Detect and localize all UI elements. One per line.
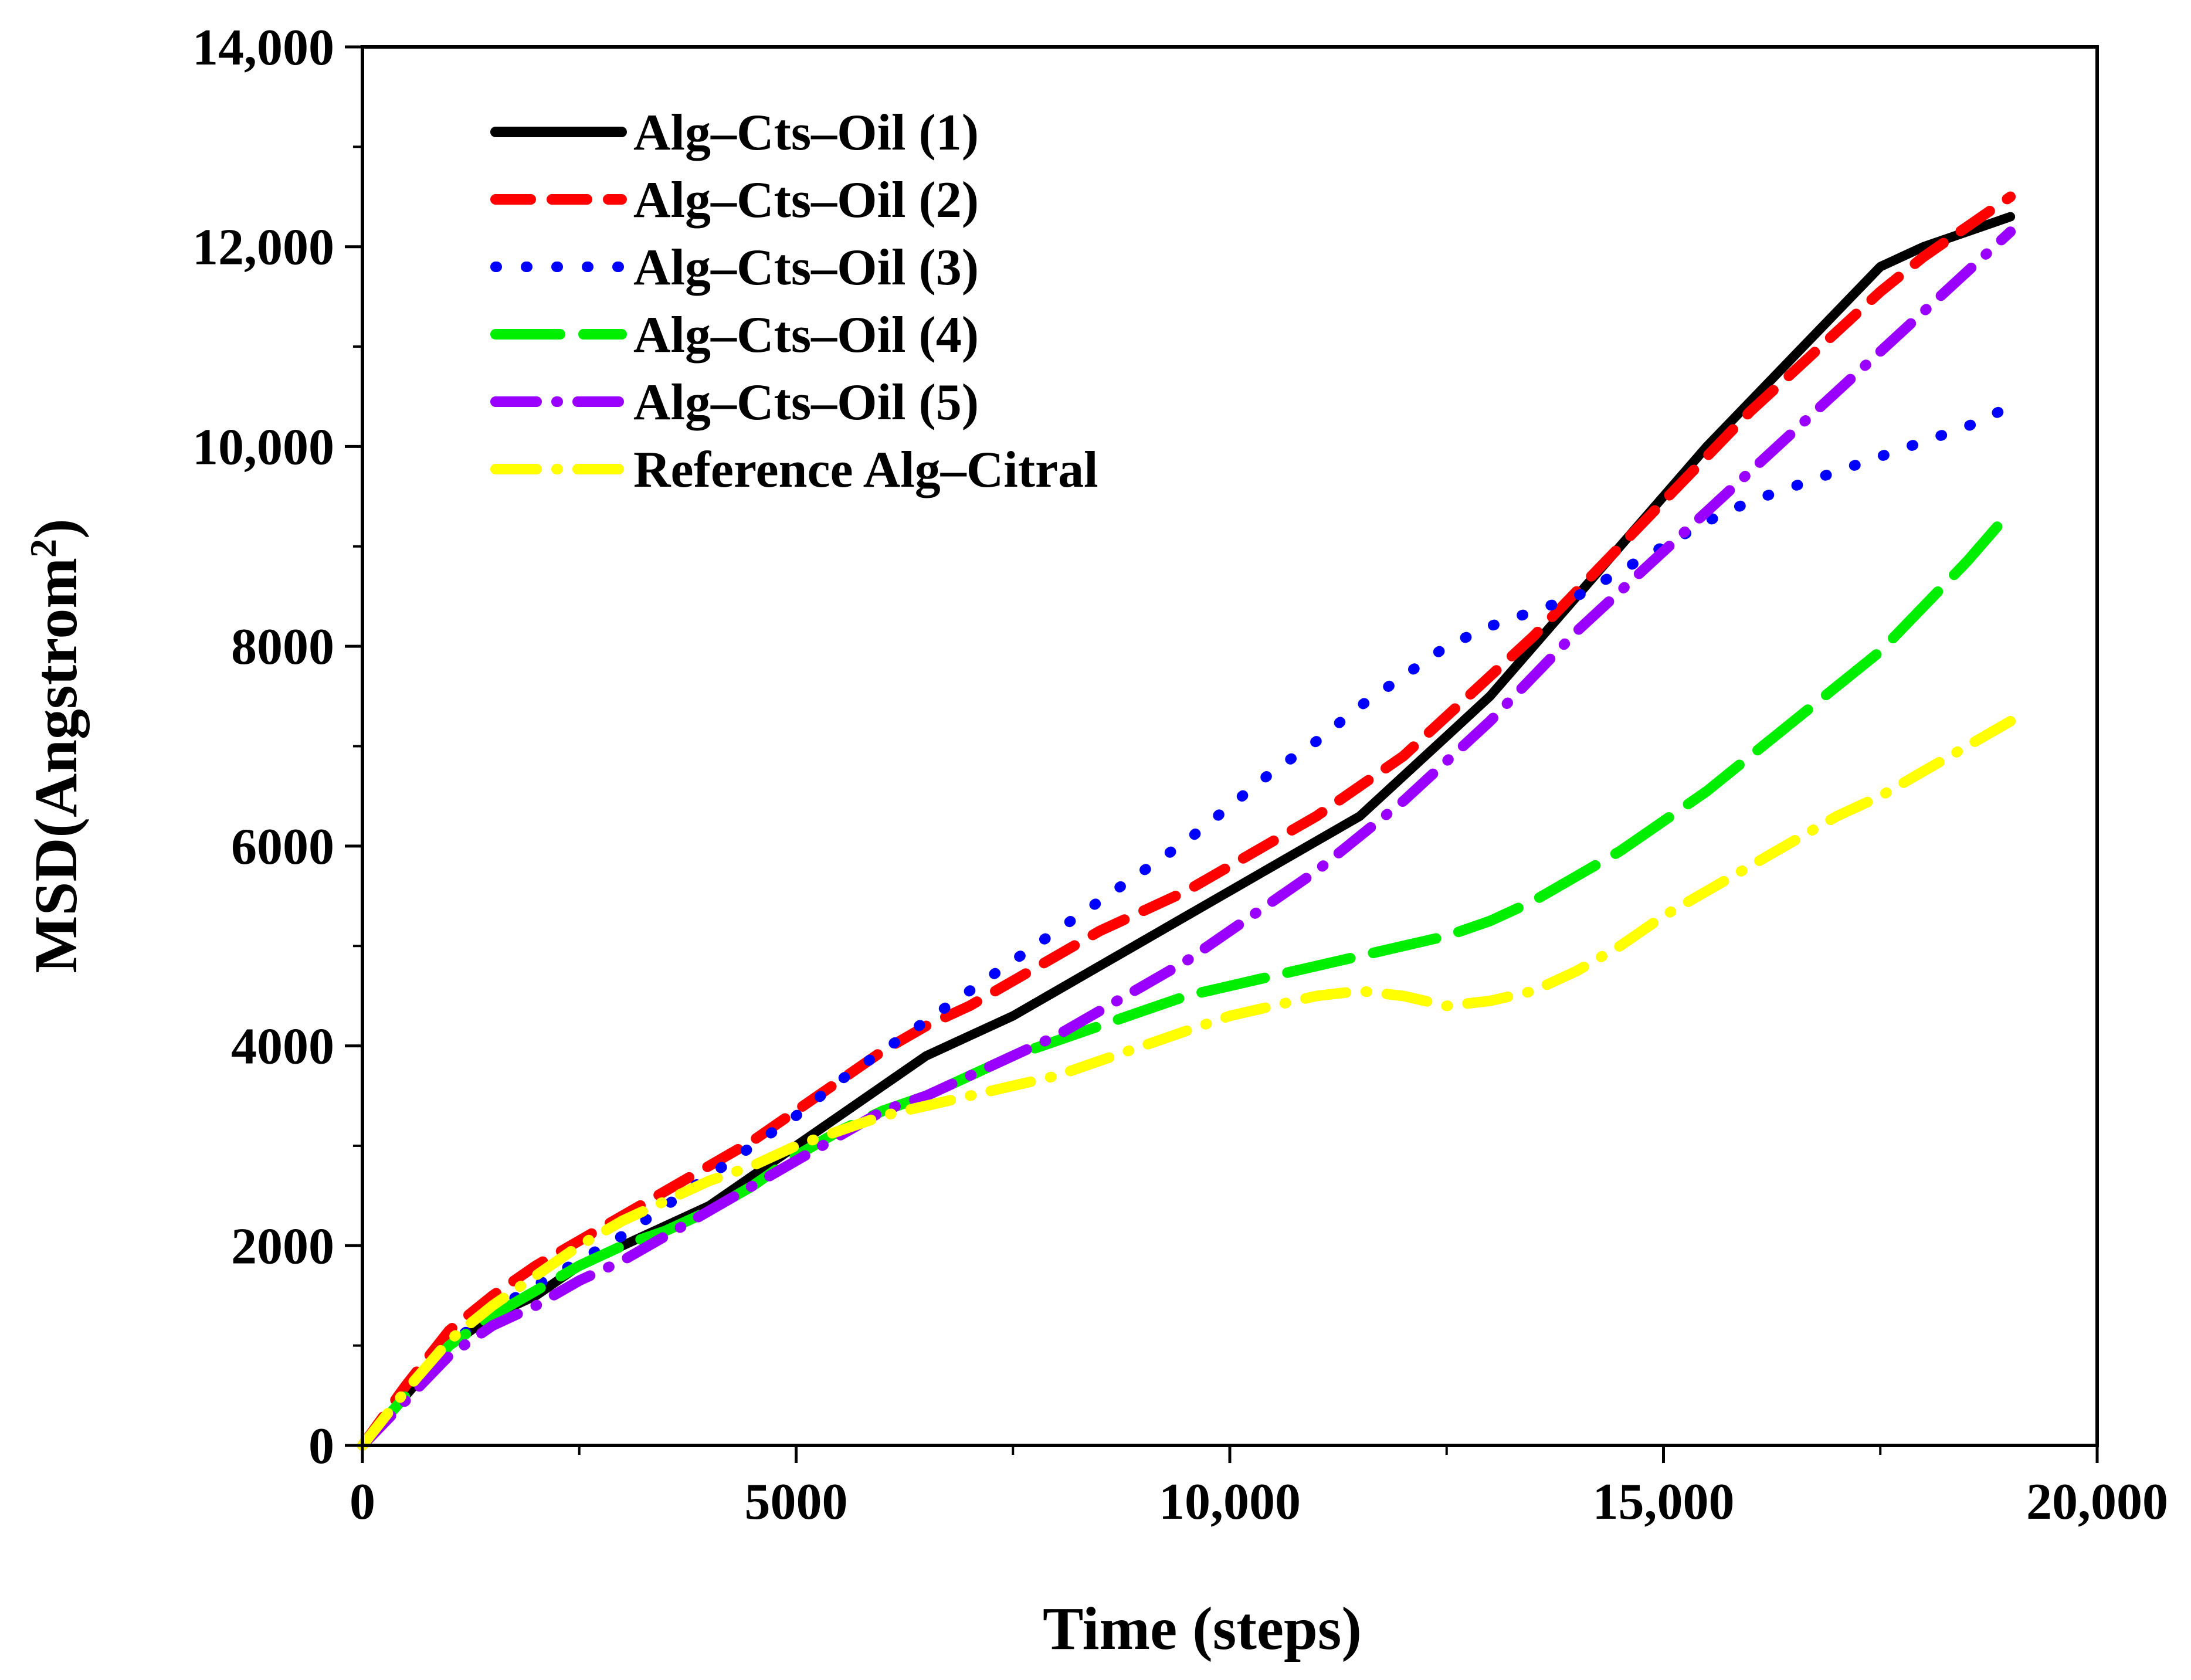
legend-label-6: Reference Alg–Citral — [633, 442, 1098, 498]
legend-label-1: Alg–Cts–Oil (1) — [633, 104, 979, 161]
y-tick-label: 12,000 — [192, 219, 334, 276]
y-axis-title-close: ) — [22, 518, 90, 539]
series-line-3 — [357, 401, 2016, 1451]
legend-label-3: Alg–Cts–Oil (3) — [633, 239, 979, 296]
x-axis-title: Time (steps) — [1043, 1595, 1362, 1662]
series-line-4 — [357, 506, 2016, 1451]
x-tick-label: 20,000 — [2026, 1474, 2168, 1530]
y-tick-label: 14,000 — [192, 19, 334, 76]
series-line-6 — [357, 715, 2016, 1451]
x-tick-label: 5000 — [745, 1474, 848, 1530]
tick-layer: 0 5000 10,000 15,000 20,000 0 2000 4000 6000 8000… — [192, 19, 2168, 1530]
legend-label-4: Alg–Cts–Oil (4) — [633, 307, 979, 364]
y-tick-label: 8000 — [231, 619, 334, 676]
legend: Alg–Cts–Oil (1) Alg–Cts–Oil (2) Alg–Cts–Oi… — [490, 104, 1098, 498]
y-tick-label: 10,000 — [192, 419, 334, 476]
legend-label-2: Alg–Cts–Oil (2) — [633, 172, 979, 229]
series-layer — [357, 191, 2016, 1451]
y-axis-title-superscript: 2 — [22, 539, 64, 558]
y-tick-label: 4000 — [231, 1019, 334, 1075]
y-axis-title: MSD(Angstrom2) — [22, 518, 90, 973]
legend-label-5: Alg–Cts–Oil (5) — [633, 374, 979, 431]
y-tick-label: 6000 — [231, 819, 334, 875]
series-line-2 — [357, 191, 2016, 1451]
x-tick-label: 15,000 — [1593, 1474, 1735, 1530]
y-tick-label: 0 — [308, 1418, 334, 1475]
x-tick-label: 10,000 — [1159, 1474, 1301, 1530]
x-tick-label: 0 — [350, 1474, 375, 1530]
y-tick-label: 2000 — [231, 1218, 334, 1275]
y-axis-title-main: MSD(Angstrom — [22, 558, 90, 973]
series-line-5 — [357, 226, 2016, 1451]
